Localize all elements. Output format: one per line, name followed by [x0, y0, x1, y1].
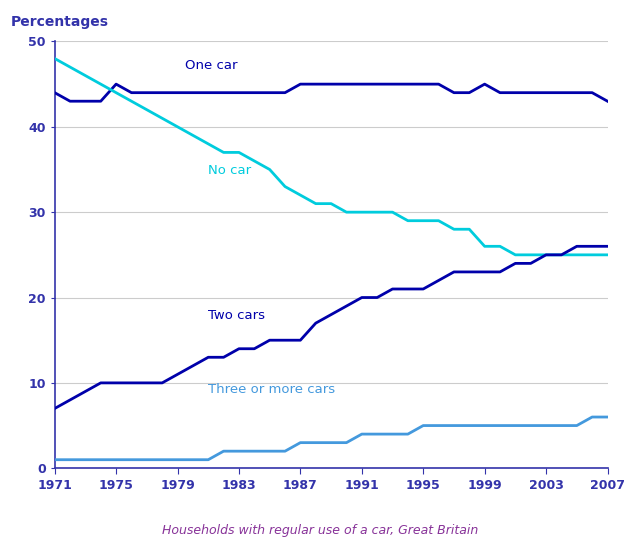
- Text: One car: One car: [185, 59, 237, 72]
- Text: Percentages: Percentages: [10, 15, 108, 29]
- Text: No car: No car: [208, 164, 252, 177]
- Text: Three or more cars: Three or more cars: [208, 383, 335, 396]
- Text: Two cars: Two cars: [208, 309, 265, 322]
- Text: Households with regular use of a car, Great Britain: Households with regular use of a car, Gr…: [162, 523, 478, 537]
